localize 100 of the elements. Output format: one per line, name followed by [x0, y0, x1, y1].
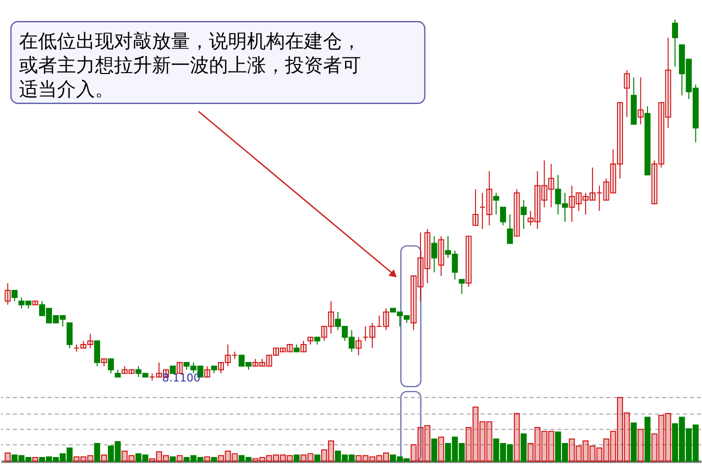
bar: [122, 450, 128, 462]
bar: [438, 436, 444, 462]
candlestick: [12, 290, 18, 302]
candlestick: [273, 348, 280, 356]
bar: [548, 430, 554, 462]
candlestick: [259, 358, 266, 367]
bar: [568, 438, 575, 462]
candlestick: [589, 167, 596, 201]
bar: [534, 427, 540, 462]
candlestick: [506, 214, 513, 244]
candlestick: [520, 200, 527, 230]
bar: [218, 455, 224, 462]
candlestick: [204, 366, 210, 378]
candlestick: [548, 163, 554, 208]
candlestick: [472, 188, 479, 226]
bar: [80, 456, 86, 462]
bar: [224, 450, 231, 462]
bar: [520, 433, 527, 462]
bar: [300, 454, 307, 462]
candlestick: [80, 340, 86, 349]
candlestick: [32, 300, 38, 306]
candlestick: [610, 149, 616, 194]
candlestick: [528, 210, 534, 226]
bar: [466, 427, 472, 462]
annotation: 8.1100: [162, 372, 201, 385]
bar: [603, 438, 610, 462]
candlestick: [582, 192, 589, 216]
bar: [232, 453, 238, 462]
candlestick: [362, 326, 368, 342]
bar: [286, 455, 293, 462]
candlestick: [376, 315, 382, 327]
bar: [514, 412, 520, 462]
bar: [32, 457, 38, 462]
bar: [266, 455, 272, 462]
candlestick: [224, 344, 231, 367]
bar: [362, 455, 368, 462]
candlestick: [534, 170, 540, 230]
candlestick: [383, 308, 390, 331]
bar: [162, 455, 169, 462]
bar: [431, 438, 438, 462]
candlestick: [617, 102, 623, 179]
bar: [651, 433, 658, 462]
bar: [638, 428, 644, 462]
candlestick: [108, 358, 114, 374]
candlestick: [307, 336, 314, 345]
bar: [589, 446, 596, 462]
bar: [4, 452, 11, 462]
bar: [644, 416, 651, 462]
bar: [665, 412, 672, 462]
candlestick: [218, 362, 224, 374]
candlestick: [665, 37, 672, 128]
bar: [610, 430, 616, 462]
bar: [321, 449, 328, 462]
bar: [541, 430, 548, 462]
candlestick: [424, 228, 430, 284]
bar: [314, 454, 320, 462]
bar: [87, 455, 94, 462]
candlestick: [156, 362, 162, 378]
candlestick: [672, 19, 678, 68]
bar: [252, 458, 258, 462]
candlestick: [356, 336, 362, 356]
candlestick: [369, 322, 376, 349]
candlestick: [300, 340, 307, 352]
candlestick: [576, 192, 582, 212]
candlestick: [651, 160, 658, 204]
candlestick: [101, 358, 108, 367]
candlestick: [417, 232, 424, 302]
bar: [101, 454, 108, 462]
candlestick: [458, 279, 465, 294]
bar: [369, 456, 376, 462]
bar: [376, 455, 382, 462]
candlestick: [4, 282, 11, 306]
bar: [576, 446, 582, 462]
candlestick: [596, 185, 602, 212]
candlestick: [122, 366, 128, 374]
candlestick: [466, 236, 472, 288]
candlestick: [232, 351, 238, 360]
bar: [149, 458, 156, 462]
bar: [424, 425, 430, 462]
bar: [624, 412, 630, 462]
bar: [307, 453, 314, 462]
candlestick: [128, 369, 135, 374]
candlestick: [486, 170, 492, 226]
candlestick: [66, 322, 73, 349]
candlestick: [410, 275, 417, 331]
bar: [94, 442, 100, 462]
bar: [273, 454, 280, 462]
candlestick: [176, 362, 183, 374]
candlestick: [479, 192, 486, 230]
bar: [356, 455, 362, 462]
bar: [417, 427, 424, 462]
candlestick: [658, 102, 664, 168]
candlestick: [500, 206, 506, 226]
candlestick: [94, 340, 100, 367]
candlestick: [87, 333, 94, 349]
candlestick: [328, 300, 334, 334]
bar: [410, 444, 417, 462]
bar: [128, 455, 135, 462]
bar: [176, 455, 183, 462]
bar: [479, 421, 486, 462]
